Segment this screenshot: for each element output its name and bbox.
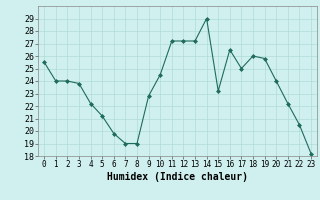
X-axis label: Humidex (Indice chaleur): Humidex (Indice chaleur) — [107, 172, 248, 182]
